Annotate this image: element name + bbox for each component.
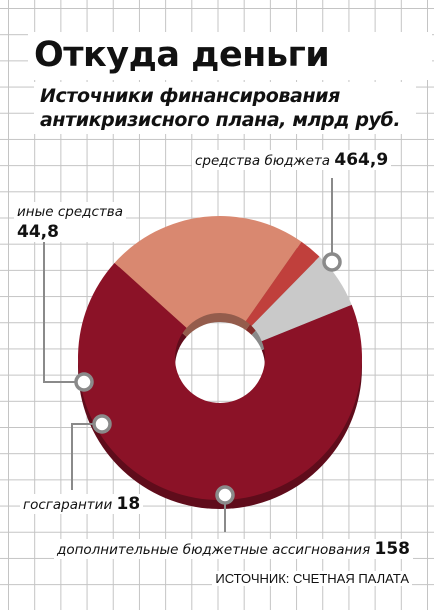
donut-slice-2	[245, 241, 320, 326]
label-budget-value: 464,9	[334, 150, 389, 170]
label-additional: дополнительные бюджетные ассигнования 15…	[54, 539, 413, 559]
label-guarantees: госгарантии 18	[20, 494, 144, 514]
leader-marker-2	[92, 414, 112, 434]
chart-title: Откуда деньги	[34, 35, 330, 75]
label-guarantees-value: 18	[116, 494, 141, 514]
label-additional-text: дополнительные бюджетные ассигнования	[57, 542, 371, 558]
label-guarantees-text: госгарантии	[23, 497, 113, 513]
chart-title-box: Откуда деньги	[28, 32, 432, 80]
label-other-value: 44,8	[17, 222, 59, 242]
label-other: иные средства 44,8	[14, 202, 127, 242]
donut-slice-1	[114, 216, 302, 328]
label-additional-value: 158	[374, 539, 411, 559]
donut-slice-3	[251, 256, 352, 342]
label-other-text: иные средства	[17, 204, 124, 220]
leader-marker-3	[215, 485, 235, 505]
leader-marker-1	[74, 372, 94, 392]
leader-marker-0	[322, 252, 342, 272]
donut-slice-0	[77, 262, 362, 500]
chart-source: ИСТОЧНИК: СЧЕТНАЯ ПАЛАТА	[212, 571, 412, 586]
label-budget-text: средства бюджета	[195, 153, 331, 169]
chart-subtitle: Источники финансирования антикризисного …	[34, 82, 416, 134]
label-budget: средства бюджета 464,9	[192, 150, 392, 170]
leader-line-2	[71, 423, 102, 490]
leader-line-1	[43, 242, 84, 383]
